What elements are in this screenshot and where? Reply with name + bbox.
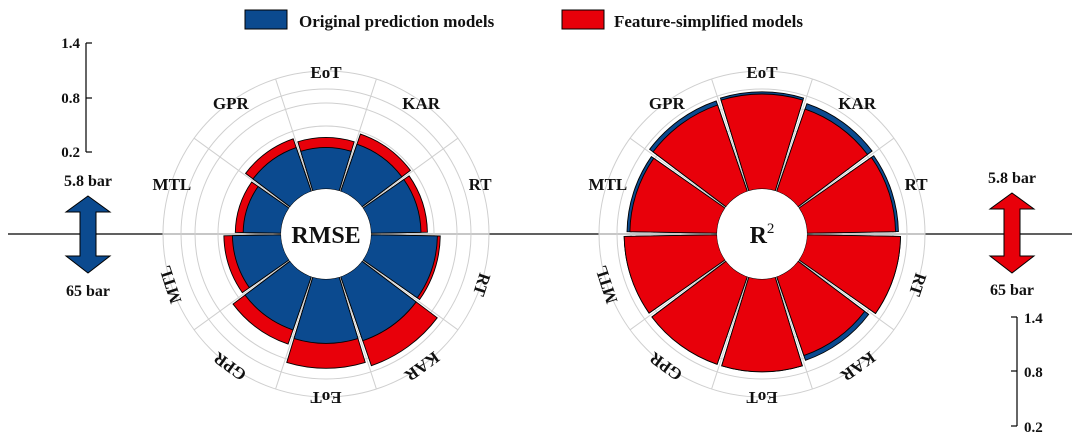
center-hub: [281, 189, 371, 279]
double-arrow-icon: [64, 195, 112, 274]
grid-spoke: [362, 260, 459, 331]
category-label-rotated: MTL: [591, 263, 621, 306]
radial-charts: RMSEEoTKARRTMTLGPRRTKAREoTGPRMTLR2EoTKAR…: [153, 63, 931, 407]
scale-tick-label: 0.8: [61, 91, 80, 107]
scale-tick-label: 1.4: [1024, 311, 1043, 327]
grid-spoke: [193, 260, 290, 331]
category-label-rotated: RT: [905, 271, 930, 299]
pressure-high-label: 65 bar: [990, 282, 1034, 299]
pressure-indicator-right: 5.8 bar 65 bar: [988, 170, 1036, 299]
bar-original: [252, 146, 312, 208]
category-label: MTL: [589, 175, 628, 194]
category-label-rotated: MTL: [155, 263, 185, 306]
grid-spoke: [362, 137, 459, 208]
category-label-rotated: KAR: [837, 348, 879, 386]
grid-spoke: [711, 78, 749, 192]
grid-spoke: [775, 78, 813, 192]
grid-spoke: [711, 276, 749, 390]
category-label: RT: [905, 175, 929, 194]
double-arrow-icon: [988, 192, 1036, 274]
grid-spoke: [775, 276, 813, 390]
grid-spoke: [339, 78, 377, 192]
category-label-rotated: EoT: [746, 388, 778, 407]
legend-swatch-original: [244, 9, 288, 30]
category-label-rotated: EoT: [310, 388, 342, 407]
category-label: GPR: [649, 94, 686, 113]
scale-bar-right: 1.4 0.8 0.2: [1011, 311, 1043, 436]
grid-spoke: [275, 78, 313, 192]
legend-swatch-simplified: [561, 9, 605, 30]
grid-spoke: [798, 260, 895, 331]
pressure-indicator-left: 5.8 bar 65 bar: [64, 173, 112, 300]
grid-spoke: [798, 137, 895, 208]
category-label: KAR: [838, 94, 877, 113]
scale-tick-label: 1.4: [61, 36, 80, 52]
grid-spoke: [275, 276, 313, 390]
category-label: RT: [469, 175, 493, 194]
bar-original: [340, 143, 403, 208]
category-label-rotated: RT: [469, 271, 494, 299]
category-label-rotated: KAR: [401, 348, 443, 386]
scale-tick-label: 0.2: [61, 145, 80, 161]
category-label: MTL: [153, 175, 192, 194]
scale-bar-left: 1.4 0.8 0.2: [61, 36, 92, 161]
category-label: GPR: [213, 94, 250, 113]
grid-spoke: [193, 137, 290, 208]
scale-tick-label: 0.8: [1024, 365, 1043, 381]
center-hub: [717, 189, 807, 279]
legend-label-simplified: Feature-simplified models: [614, 12, 803, 31]
legend: Original prediction models Feature-simpl…: [244, 9, 803, 31]
chart-center-title: RMSE: [291, 223, 360, 249]
pressure-high-label: 65 bar: [66, 283, 110, 300]
category-label: EoT: [310, 63, 342, 82]
pressure-low-label: 5.8 bar: [988, 170, 1036, 187]
grid-spoke: [339, 276, 377, 390]
legend-label-original: Original prediction models: [299, 12, 495, 31]
grid-spoke: [629, 260, 726, 331]
category-label: EoT: [746, 63, 778, 82]
grid-spoke: [629, 137, 726, 208]
pressure-low-label: 5.8 bar: [64, 173, 112, 190]
title-superscript: 2: [767, 221, 775, 237]
category-label: KAR: [402, 94, 441, 113]
scale-tick-label: 0.2: [1024, 420, 1043, 436]
